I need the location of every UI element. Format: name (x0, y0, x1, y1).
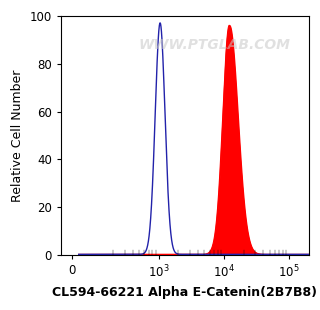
X-axis label: CL594-66221 Alpha E-Catenin(2B7B8): CL594-66221 Alpha E-Catenin(2B7B8) (52, 286, 317, 299)
Text: WWW.PTGLAB.COM: WWW.PTGLAB.COM (139, 38, 291, 52)
Y-axis label: Relative Cell Number: Relative Cell Number (11, 69, 24, 202)
